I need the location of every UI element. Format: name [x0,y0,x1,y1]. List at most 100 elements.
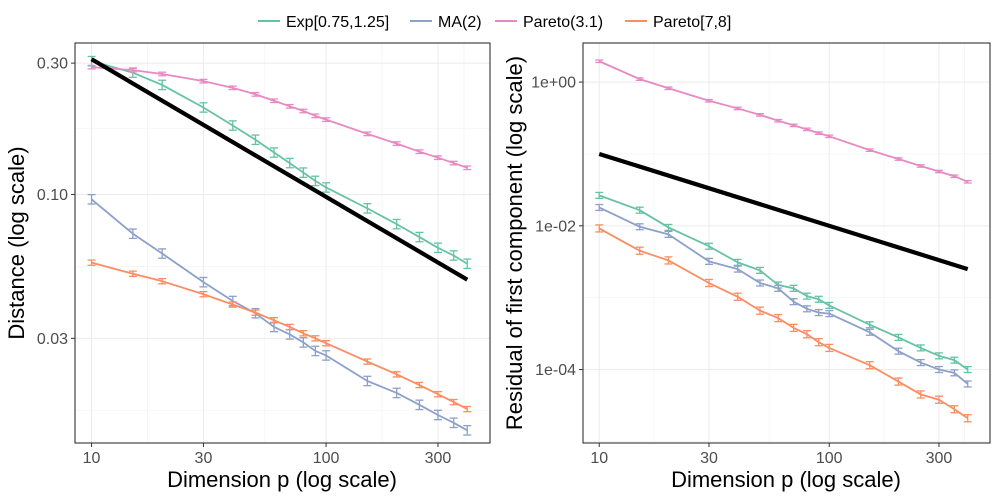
right-series-layer [595,59,972,423]
right-errorbar-ma-2-0 [595,203,604,212]
left-errorbar-pareto-7-8-12 [392,371,401,378]
right-errorbar-pareto-7-8-16 [963,414,972,423]
right-errorbar-pareto-7-8-11 [865,360,874,370]
legend-entry-ma2: MA(2) [410,14,482,31]
right-errorbar-pareto-7-8-8 [802,330,811,339]
right-errorbar-exp-0-75-1-25-12 [894,333,903,342]
right-errorbar-pareto-7-8-12 [894,377,903,386]
right-errorbar-pareto-3-1-12 [894,157,903,161]
left-x-tick-label-0: 10 [83,450,101,467]
right-errorbar-ma-2-13 [916,358,925,367]
right-panel-border [582,42,991,444]
left-errorbar-ma-2-8 [299,337,308,348]
right-errorbar-ma-2-3 [704,257,713,266]
right-errorbar-exp-0-75-1-25-4 [733,258,742,266]
left-errorbar-pareto-3-1-2 [158,71,167,77]
right-errorbar-pareto-3-1-2 [664,86,673,91]
right-x-tick-label-1: 30 [700,450,718,467]
left-errorbar-pareto-3-1-15 [449,160,458,166]
left-errorbar-pareto-3-1-12 [392,141,401,147]
left-errorbar-pareto-3-1-7 [285,103,294,109]
right-series-line-pareto-7-8 [598,227,969,419]
left-errorbar-pareto-7-8-4 [228,301,237,308]
right-errorbar-pareto-7-8-7 [789,323,798,333]
right-errorbar-ma-2-4 [733,265,742,273]
left-errorbar-pareto-3-1-0 [87,64,96,70]
left-y-axis-title: Distance (log scale) [4,146,29,339]
right-errorbar-pareto-7-8-1 [635,246,644,255]
left-errorbar-pareto-7-8-2 [158,277,167,285]
right-errorbar-pareto-3-1-1 [635,77,644,81]
legend: Exp[0.75,1.25] MA(2) Pareto(3.1) Pareto[… [258,14,731,31]
left-errorbar-ma-2-6 [270,321,279,333]
left-errorbar-ma-2-12 [392,387,401,399]
left-errorbar-pareto-3-1-11 [363,131,372,137]
left-errorbar-exp-0-75-1-25-15 [449,250,458,261]
left-errorbar-pareto-7-8-15 [449,398,458,406]
left-errorbar-exp-0-75-1-25-5 [251,134,260,146]
right-errorbar-pareto-7-8-14 [934,395,943,404]
left-y-tick-label-1: 0.10 [37,187,68,204]
legend-entry-pareto78: Pareto[7,8] [625,14,731,31]
left-errorbar-exp-0-75-1-25-6 [270,147,279,158]
left-series-line-ma-2 [90,198,468,432]
left-ticks: 10 30 100 300 0.03 0.10 0.30 [37,56,452,467]
legend-entry-pareto31: Pareto(3.1) [495,14,603,31]
left-errorbar-pareto-7-8-3 [199,290,208,298]
left-errorbar-pareto-7-8-7 [285,323,294,331]
right-errorbar-exp-0-75-1-25-1 [635,206,644,214]
right-errorbar-ma-2-10 [825,309,834,318]
right-y-tick-label-2: 1e+00 [531,75,576,92]
left-errorbar-exp-0-75-1-25-10 [322,182,331,193]
right-errorbar-exp-0-75-1-25-8 [802,292,811,300]
left-errorbar-ma-2-0 [87,193,96,205]
left-y-tick-label-0: 0.03 [37,331,68,348]
legend-label-ma2: MA(2) [438,14,482,31]
right-errorbar-pareto-7-8-5 [755,306,764,315]
right-errorbar-ma-2-2 [664,230,673,239]
left-errorbar-pareto-3-1-14 [433,155,442,161]
right-series-line-pareto-3-1 [598,60,969,183]
right-errorbar-pareto-3-1-4 [733,106,742,111]
right-errorbar-exp-0-75-1-25-0 [595,191,604,200]
right-reference-line [598,151,969,272]
right-errorbar-pareto-7-8-4 [733,292,742,301]
right-errorbar-pareto-3-1-8 [802,127,811,132]
right-errorbar-pareto-7-8-15 [950,405,959,414]
right-errorbar-pareto-3-1-6 [774,118,783,123]
left-errorbar-pareto-7-8-16 [463,405,472,413]
right-errorbar-exp-0-75-1-25-15 [950,356,959,364]
right-errorbar-exp-0-75-1-25-13 [916,344,925,352]
left-x-axis-title: Dimension p (log scale) [167,467,397,492]
right-x-tick-label-2: 100 [816,450,843,467]
left-errorbar-pareto-7-8-8 [299,330,308,337]
right-errorbar-ma-2-11 [865,328,874,336]
right-errorbar-ma-2-8 [802,305,811,313]
left-errorbar-exp-0-75-1-25-13 [415,231,424,243]
right-errorbar-pareto-3-1-7 [789,123,798,128]
left-errorbar-pareto-7-8-0 [87,259,96,266]
right-errorbar-ma-2-9 [814,308,823,317]
right-errorbar-pareto-7-8-3 [704,278,713,288]
right-errorbar-ma-2-5 [755,279,764,287]
right-errorbar-pareto-3-1-0 [595,59,604,64]
right-x-tick-label-0: 10 [590,450,608,467]
left-errorbar-ma-2-1 [128,228,137,240]
left-errorbar-pareto-3-1-16 [463,165,472,171]
left-errorbar-exp-0-75-1-25-8 [299,167,308,178]
left-errorbar-pareto-7-8-1 [128,270,137,278]
left-errorbar-exp-0-75-1-25-14 [433,242,442,254]
right-errorbar-ma-2-12 [894,347,903,355]
left-errorbar-pareto-7-8-11 [363,358,372,365]
left-errorbar-pareto-7-8-9 [311,335,320,342]
left-x-tick-label-3: 300 [425,450,452,467]
right-errorbar-pareto-3-1-3 [704,98,713,103]
left-errorbar-exp-0-75-1-25-4 [228,120,237,131]
left-series-layer [87,55,472,436]
legend-label-exp: Exp[0.75,1.25] [286,14,389,31]
left-errorbar-ma-2-11 [363,375,372,387]
left-series-line-pareto-3-1 [91,66,468,169]
left-errorbar-pareto-3-1-8 [299,108,308,114]
right-errorbar-ma-2-15 [950,369,959,377]
left-errorbar-ma-2-3 [199,276,208,288]
